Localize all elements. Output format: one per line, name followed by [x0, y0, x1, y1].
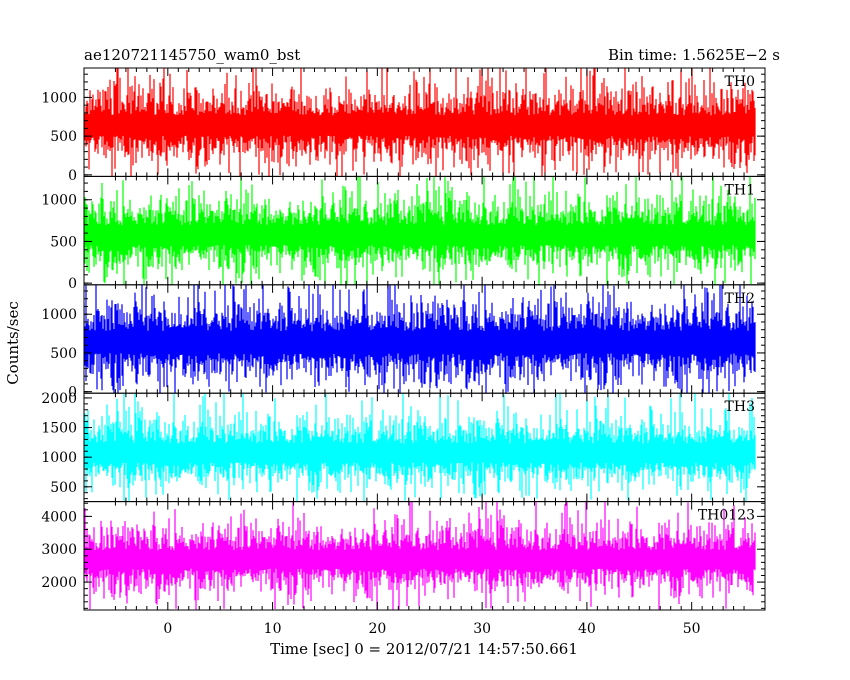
series-th0123-line	[84, 501, 756, 610]
y-tick-label: 0	[68, 276, 77, 292]
panel-th0: 0 500 1000 TH0	[41, 67, 766, 184]
y-tick-label: 0	[68, 385, 77, 401]
panel-th2: 0 500 1000 TH2	[41, 284, 766, 401]
x-tick-label: 30	[473, 621, 491, 637]
y-tick-label: 1000	[41, 450, 77, 466]
x-tick-label: 40	[578, 621, 596, 637]
x-tick-label: 10	[264, 621, 282, 637]
x-tick-label: 20	[368, 621, 386, 637]
y-tick-label: 500	[50, 346, 77, 362]
series-th3-line	[84, 393, 756, 502]
y-tick-label: 0	[68, 168, 77, 184]
y-tick-label: 2000	[41, 391, 77, 407]
x-tick-label: 0	[163, 621, 172, 637]
x-axis: 0 10 20 30 40 50	[163, 621, 700, 637]
header-bin-time: Bin time: 1.5625E−2 s	[608, 46, 780, 64]
y-tick-label: 2000	[41, 575, 77, 591]
y-tick-label: 500	[50, 129, 77, 145]
panel-label-th1: TH1	[725, 182, 755, 198]
panel-label-th2: TH2	[725, 291, 755, 307]
series-th1-line	[84, 176, 756, 285]
series-th2-line	[84, 284, 756, 394]
series-th0-line	[84, 68, 756, 177]
y-tick-label: 1000	[41, 90, 77, 106]
y-tick-label: 4000	[41, 509, 77, 525]
header-left-title: ae120721145750_wam0_bst	[84, 46, 300, 64]
panel-th1: 0 500 1000 TH1	[41, 175, 766, 292]
x-tick-label: 50	[683, 621, 701, 637]
panels-group: 0 500 1000 TH0 0 500 1000 TH1 0 500 1000 TH2 500 1000…	[41, 67, 766, 611]
y-tick-label: 1500	[41, 421, 77, 437]
y-tick-label: 3000	[41, 542, 77, 558]
y-tick-label: 500	[50, 480, 77, 496]
panel-th0123: 2000 3000 4000 TH0123	[41, 501, 766, 611]
y-tick-label: 1000	[41, 307, 77, 323]
y-axis-title: Counts/sec	[4, 301, 22, 385]
panel-label-th3: TH3	[725, 399, 755, 415]
x-axis-title: Time [sec] 0 = 2012/07/21 14:57:50.661	[270, 640, 578, 658]
panel-label-th0123: TH0123	[698, 508, 755, 524]
y-tick-label: 1000	[41, 193, 77, 209]
y-tick-label: 500	[50, 234, 77, 250]
panel-label-th0: TH0	[725, 74, 755, 90]
panel-th3: 500 1000 1500 2000 TH3	[41, 391, 766, 503]
